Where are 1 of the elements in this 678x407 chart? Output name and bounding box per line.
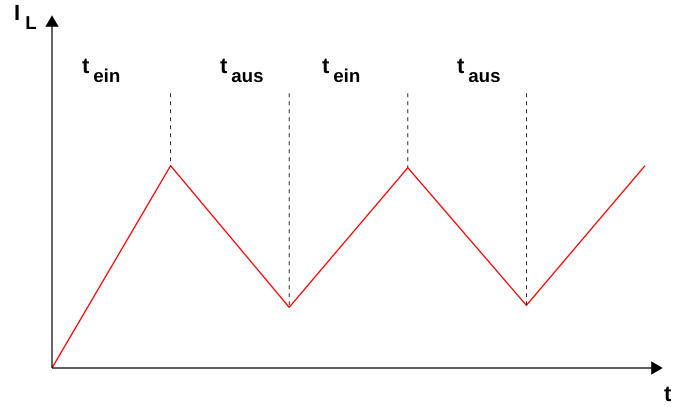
x-axis-title: t: [664, 381, 672, 406]
